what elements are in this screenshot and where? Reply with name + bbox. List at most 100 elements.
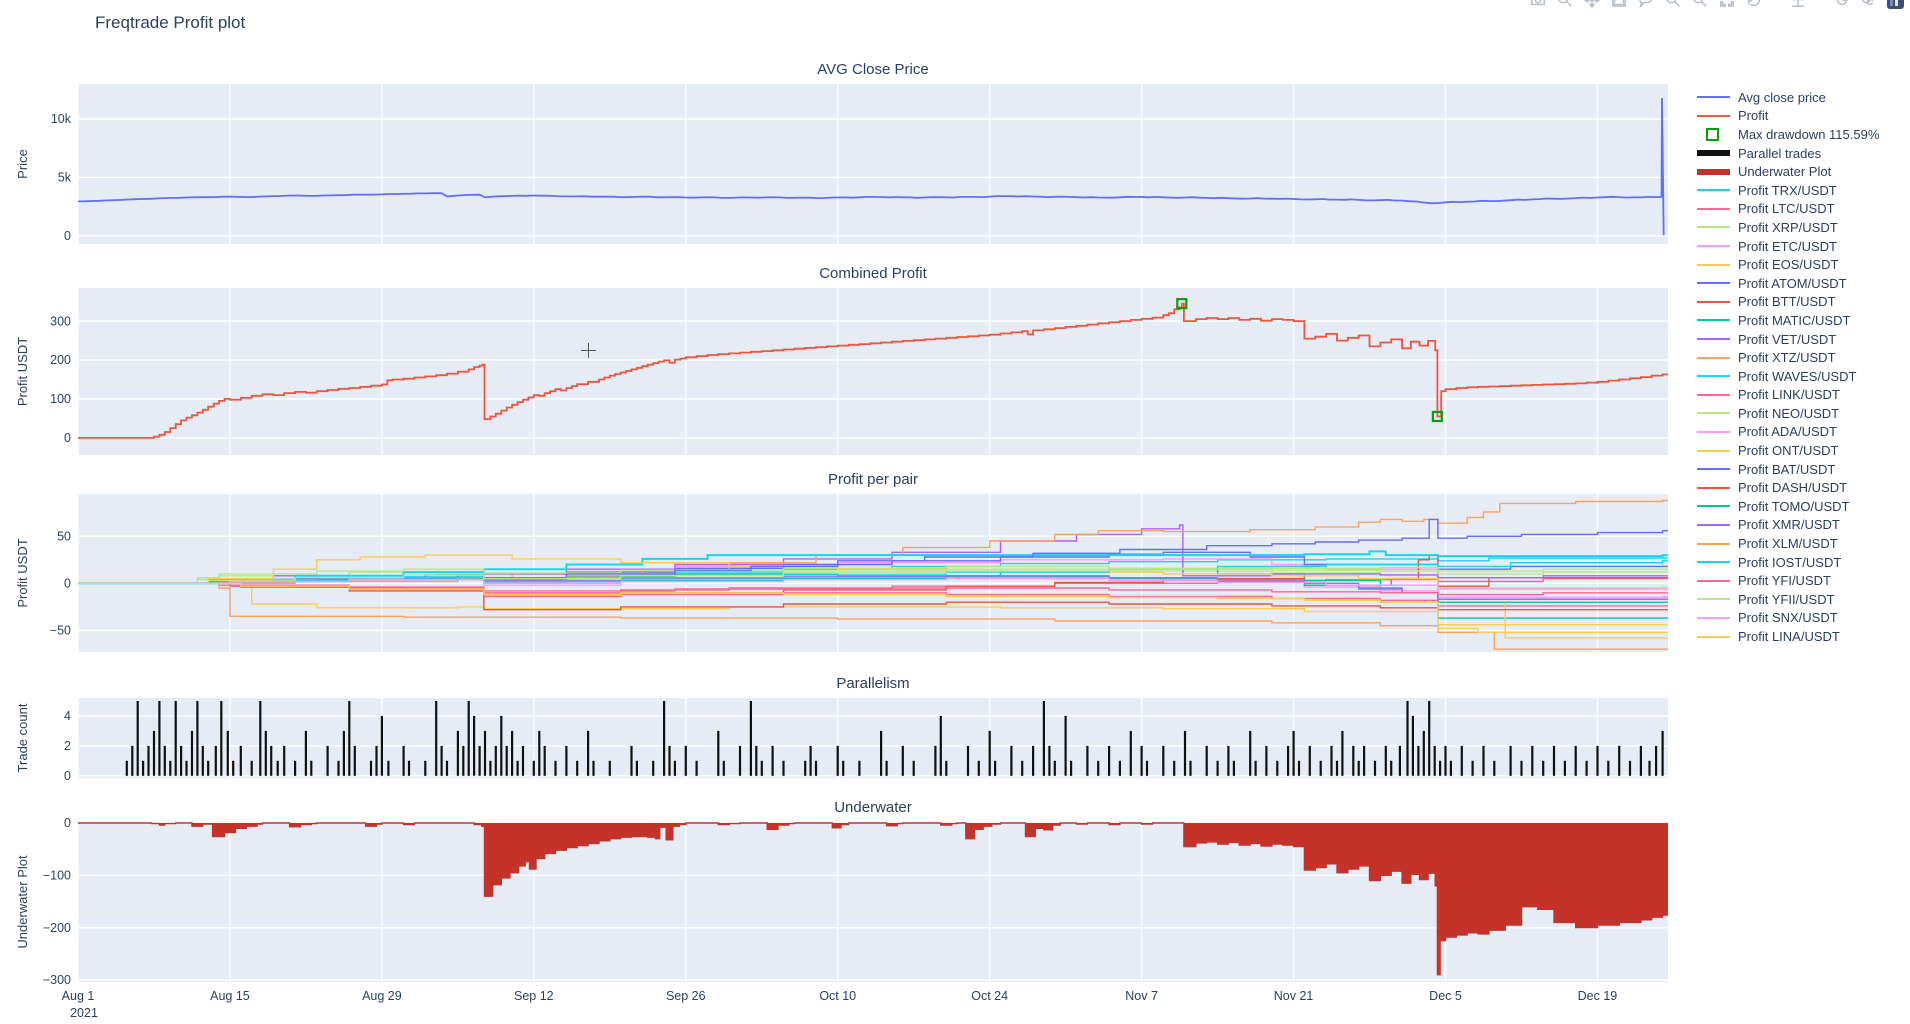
trade-count-bar[interactable]	[1330, 745, 1333, 776]
trade-count-bar[interactable]	[1297, 760, 1301, 776]
trade-count-bar[interactable]	[169, 760, 172, 776]
trade-count-bar[interactable]	[912, 760, 915, 776]
series-Profit ONT/USDT[interactable]	[78, 554, 1668, 639]
trade-count-bar[interactable]	[1352, 745, 1355, 776]
trade-count-bar[interactable]	[1618, 745, 1621, 776]
trade-count-bar[interactable]	[684, 745, 687, 776]
trade-count-bar[interactable]	[445, 760, 449, 776]
trade-count-bar[interactable]	[1308, 745, 1311, 776]
trade-count-bar[interactable]	[1183, 730, 1187, 776]
trade-count-bar[interactable]	[532, 760, 535, 776]
trade-count-bar[interactable]	[1042, 701, 1045, 776]
trade-count-bar[interactable]	[760, 760, 763, 776]
zoom-out-icon[interactable]	[1691, 0, 1709, 10]
legend-item-profit-vet-usdt[interactable]: Profit VET/USDT	[1697, 330, 1907, 349]
trade-count-bar[interactable]	[1531, 745, 1534, 776]
trade-count-bar[interactable]	[473, 715, 476, 776]
legend-item-profit-link-usdt[interactable]: Profit LINK/USDT	[1697, 386, 1907, 405]
trade-count-bar[interactable]	[250, 760, 253, 776]
plotly-logo[interactable]	[1887, 0, 1904, 9]
reset-axes-icon[interactable]	[1745, 0, 1763, 10]
trade-count-bar[interactable]	[842, 760, 845, 776]
trade-count-bar[interactable]	[988, 730, 991, 776]
trade-count-bar[interactable]	[1357, 760, 1360, 776]
trade-count-bar[interactable]	[1542, 760, 1545, 776]
legend-item-profit-trx-usdt[interactable]: Profit TRX/USDT	[1697, 181, 1907, 200]
trade-count-bar[interactable]	[214, 745, 217, 776]
trade-count-bar[interactable]	[673, 760, 676, 776]
trade-count-bar[interactable]	[196, 701, 199, 776]
trade-count-bar[interactable]	[369, 760, 373, 776]
trade-count-bar[interactable]	[1287, 745, 1290, 776]
trade-count-bar[interactable]	[1086, 745, 1089, 776]
trade-count-bar[interactable]	[1422, 730, 1425, 776]
trade-count-bar[interactable]	[494, 745, 497, 776]
trade-count-bar[interactable]	[1552, 745, 1556, 776]
trade-count-bar[interactable]	[1439, 760, 1442, 776]
hover-closest-icon[interactable]	[1833, 0, 1851, 10]
max-drawdown-marker[interactable]	[1176, 297, 1188, 310]
hover-compare-icon[interactable]	[1860, 0, 1878, 10]
legend-item-profit-iost-usdt[interactable]: Profit IOST/USDT	[1697, 553, 1907, 572]
trade-count-bar[interactable]	[771, 745, 774, 776]
trade-count-bar[interactable]	[738, 745, 742, 776]
trade-count-bar[interactable]	[885, 760, 888, 776]
trade-count-bar[interactable]	[565, 745, 568, 776]
legend-item-profit-btt-usdt[interactable]: Profit BTT/USDT	[1697, 293, 1907, 312]
trade-count-bar[interactable]	[1585, 760, 1588, 776]
trade-count-bar[interactable]	[663, 701, 666, 776]
legend-item-profit-xmr-usdt[interactable]: Profit XMR/USDT	[1697, 516, 1907, 535]
trade-count-bar[interactable]	[1607, 760, 1610, 776]
trade-count-bar[interactable]	[424, 760, 427, 776]
trade-count-bar[interactable]	[185, 760, 188, 776]
trade-count-bar[interactable]	[147, 745, 150, 776]
trade-count-bar[interactable]	[142, 760, 145, 776]
trade-count-bar[interactable]	[804, 760, 807, 776]
trade-count-bar[interactable]	[1363, 745, 1366, 776]
trade-count-bar[interactable]	[163, 745, 166, 776]
legend-item-profit-neo-usdt[interactable]: Profit NEO/USDT	[1697, 404, 1907, 423]
trade-count-bar[interactable]	[294, 760, 297, 776]
trade-count-bar[interactable]	[505, 745, 508, 776]
trade-count-bar[interactable]	[1021, 760, 1024, 776]
trade-count-bar[interactable]	[131, 745, 134, 776]
trade-count-bar[interactable]	[380, 715, 383, 776]
trade-count-bar[interactable]	[456, 730, 459, 776]
trade-count-bar[interactable]	[1390, 760, 1393, 776]
series-Profit[interactable]	[78, 302, 1668, 439]
trade-count-bar[interactable]	[283, 745, 286, 776]
legend-item-avg-close-price[interactable]: Avg close price	[1697, 88, 1907, 107]
trade-count-bar[interactable]	[1648, 760, 1651, 776]
trade-count-bar[interactable]	[1118, 760, 1121, 776]
trade-count-bar[interactable]	[717, 730, 720, 776]
trade-count-bar[interactable]	[521, 745, 525, 776]
trade-count-bar[interactable]	[1129, 730, 1132, 776]
legend-item-profit-snx-usdt[interactable]: Profit SNX/USDT	[1697, 609, 1907, 628]
legend-item-profit-etc-usdt[interactable]: Profit ETC/USDT	[1697, 237, 1907, 256]
trade-count-bar[interactable]	[749, 701, 752, 776]
trade-count-bar[interactable]	[1319, 760, 1322, 776]
series-Profit LINA/USDT[interactable]	[78, 582, 1668, 633]
trade-count-bar[interactable]	[342, 730, 345, 776]
trade-count-bar[interactable]	[1444, 745, 1447, 776]
trade-count-bar[interactable]	[1628, 760, 1632, 776]
zoom-icon[interactable]	[1556, 0, 1574, 10]
legend-item-profit-xrp-usdt[interactable]: Profit XRP/USDT	[1697, 218, 1907, 237]
trade-count-bar[interactable]	[543, 745, 546, 776]
trade-count-bar[interactable]	[901, 745, 904, 776]
legend-item-profit-lina-usdt[interactable]: Profit LINA/USDT	[1697, 627, 1907, 646]
trade-count-bar[interactable]	[259, 701, 262, 776]
trade-count-bar[interactable]	[1574, 745, 1577, 776]
trade-count-bar[interactable]	[994, 760, 997, 776]
series-Profit EOS/USDT[interactable]	[78, 582, 1668, 626]
trade-count-bar[interactable]	[1048, 745, 1051, 776]
series-Profit YFII/USDT[interactable]	[78, 566, 1668, 584]
trade-count-bar[interactable]	[326, 745, 329, 776]
trade-count-bar[interactable]	[1335, 760, 1339, 776]
trade-count-bar[interactable]	[232, 760, 235, 776]
lasso-icon[interactable]	[1637, 0, 1655, 10]
trade-count-bar[interactable]	[500, 715, 503, 776]
trade-count-bar[interactable]	[1398, 745, 1401, 776]
legend-item-profit[interactable]: Profit	[1697, 107, 1907, 126]
